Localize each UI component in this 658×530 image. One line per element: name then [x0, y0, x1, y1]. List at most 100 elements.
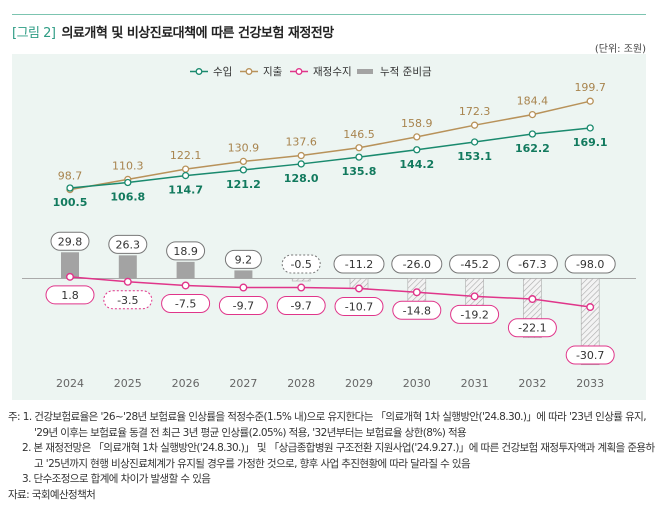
balance-label-box — [103, 290, 153, 310]
legend-item: 누적 준비금 — [357, 66, 432, 78]
note-2: 2. 본 재정전망은 「의료개혁 1차 실행방안('24.8.30.)」 및 「… — [22, 442, 655, 470]
balance-label: -22.1 — [518, 322, 546, 335]
legend-label: 수입 — [213, 65, 232, 78]
balance-label: -9.7 — [290, 300, 311, 313]
reserve-label: -98.0 — [576, 258, 604, 271]
notes: 주: 1. 건강보험료율은 '26~'28년 보험료율 인상률을 적정수준(1.… — [8, 410, 658, 503]
balance-label-box — [276, 296, 326, 316]
expense-point — [355, 144, 363, 152]
reserve-label-box — [224, 249, 262, 269]
balance-point — [181, 281, 190, 290]
balance-label: -9.7 — [233, 300, 254, 313]
balance-point — [355, 284, 364, 293]
balance-point — [586, 303, 595, 312]
expense-point — [239, 157, 248, 166]
expense-label: 122.1 — [170, 149, 202, 162]
x-tick-label: 2033 — [576, 377, 604, 390]
x-tick-label: 2025 — [114, 377, 142, 390]
reserve-label: -0.5 — [290, 258, 311, 271]
balance-label: -19.2 — [460, 308, 488, 321]
reserve-bar — [118, 255, 137, 279]
balance-label-box — [392, 300, 442, 320]
revenue-point — [181, 171, 190, 180]
reserve-label-box — [391, 254, 443, 274]
balance-label-box — [334, 296, 384, 316]
reserve-label: -11.2 — [345, 258, 373, 271]
x-tick-label: 2030 — [403, 377, 431, 390]
revenue-label: 144.2 — [399, 158, 434, 171]
revenue-label: 135.8 — [342, 165, 377, 178]
balance-point — [65, 272, 74, 281]
expense-label: 98.7 — [58, 170, 83, 183]
balance-label: -3.5 — [117, 294, 138, 307]
reserve-label-box — [50, 231, 90, 251]
x-tick-label: 2029 — [345, 377, 373, 390]
legend-marker — [295, 68, 303, 75]
expense-label: 146.5 — [343, 128, 375, 141]
x-tick-label: 2028 — [287, 377, 315, 390]
revenue-label: 162.2 — [515, 142, 550, 155]
legend-item: 수입 — [190, 65, 232, 78]
reserve-bar — [291, 278, 311, 282]
legend-label: 누적 준비금 — [380, 66, 432, 78]
revenue-point — [124, 178, 132, 187]
revenue-point — [297, 160, 305, 168]
x-tick-label: 2024 — [56, 377, 84, 390]
balance-label-box — [161, 293, 211, 313]
expense-label: 110.3 — [112, 159, 144, 172]
balance-point — [123, 277, 132, 286]
reserve-label-box — [333, 254, 385, 274]
x-tick-label: 2031 — [461, 377, 489, 390]
expense-label: 184.4 — [517, 95, 549, 108]
revenue-point — [239, 166, 248, 174]
balance-label-box — [45, 285, 95, 305]
reserve-label-box — [449, 254, 501, 274]
expense-label: 137.6 — [285, 136, 317, 149]
expense-point — [297, 151, 305, 160]
legend-marker — [195, 68, 203, 75]
balance-label: 1.8 — [61, 289, 79, 302]
reserve-label: 18.9 — [173, 245, 198, 258]
balance-label-box — [565, 345, 615, 365]
reserve-bar — [580, 278, 600, 366]
balance-point — [528, 295, 537, 304]
revenue-label: 169.1 — [573, 136, 608, 149]
x-tick-label: 2026 — [172, 377, 200, 390]
note-3: 3. 단수조정으로 합계에 차이가 발생할 수 있음 — [22, 473, 211, 485]
expense-point — [413, 133, 421, 141]
unit-label: (단위: 조원) — [594, 44, 646, 55]
revenue-point — [470, 138, 479, 146]
reserve-label: 9.2 — [235, 253, 253, 266]
balance-label: -30.7 — [576, 349, 604, 362]
expense-line — [69, 100, 591, 191]
revenue-label: 121.2 — [226, 178, 261, 191]
reserve-label: -45.2 — [460, 258, 488, 271]
expense-label: 172.3 — [459, 105, 491, 118]
figure-title: [그림 2] 의료개혁 및 비상진료대책에 따른 건강보험 재정전망 — [12, 22, 334, 41]
revenue-label: 153.1 — [457, 150, 492, 163]
title-text: 의료개혁 및 비상진료대책에 따른 건강보험 재정전망 — [61, 26, 334, 41]
legend-swatch — [357, 69, 373, 74]
reserve-label: 29.8 — [58, 235, 83, 248]
balance-point — [470, 292, 479, 301]
revenue-label: 106.8 — [110, 190, 145, 203]
balance-point — [297, 283, 306, 292]
revenue-point — [528, 130, 537, 138]
balance-label-box — [218, 296, 268, 316]
reserve-label: 26.3 — [116, 238, 141, 251]
source: 자료: 국회예산정책처 — [8, 488, 96, 501]
reserve-bar — [176, 261, 195, 279]
figure-label: [그림 2] — [12, 26, 56, 41]
x-tick-label: 2032 — [518, 377, 546, 390]
revenue-point — [586, 124, 594, 132]
revenue-label: 128.0 — [284, 172, 319, 185]
reserve-label: -67.3 — [518, 258, 546, 271]
legend-label: 지출 — [263, 66, 283, 78]
reserve-label-box — [506, 254, 558, 274]
revenue-label: 100.5 — [53, 196, 88, 209]
balance-line — [69, 276, 591, 308]
balance-label-box — [450, 304, 500, 324]
legend-item: 재정수지 — [290, 66, 352, 78]
balance-label: -10.7 — [345, 300, 373, 313]
